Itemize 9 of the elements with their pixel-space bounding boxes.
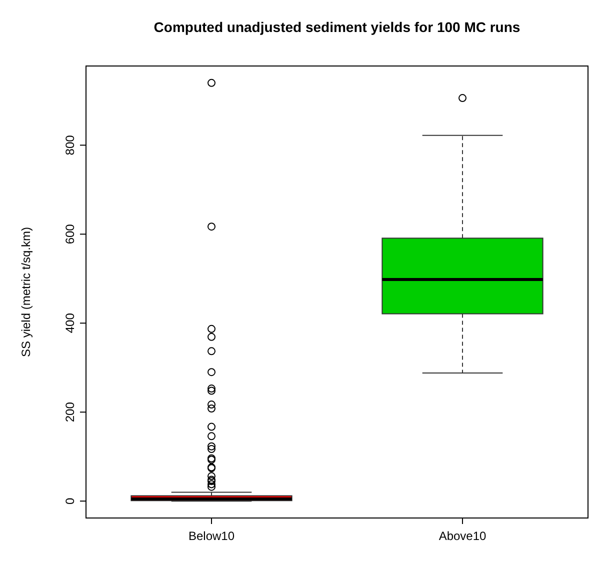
y-tick-label: 800 [63, 134, 77, 156]
x-tick-label: Below10 [188, 529, 235, 543]
y-tick-label: 0 [63, 497, 77, 504]
y-tick-label: 600 [63, 224, 77, 244]
y-axis-title: SS yield (metric t/sq.km) [19, 226, 33, 358]
x-tick-label: Above10 [438, 529, 487, 543]
y-tick-label: 400 [63, 312, 77, 334]
chart-title: Computed unadjusted sediment yields for 100 MC runs [154, 19, 520, 35]
y-tick-label: 200 [63, 402, 77, 422]
